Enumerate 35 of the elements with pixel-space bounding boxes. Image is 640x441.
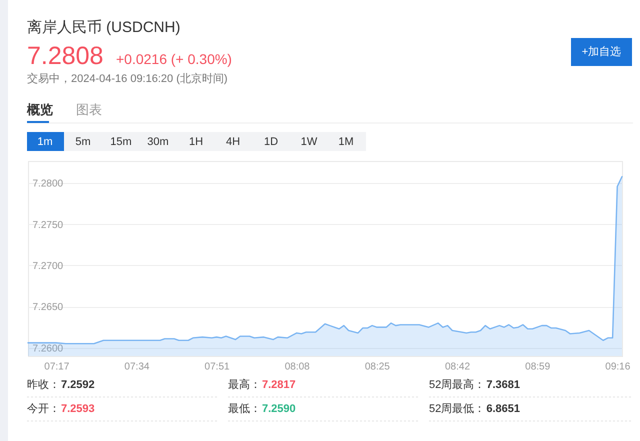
text: 昨收：7.2592	[27, 379, 95, 391]
text: 15m	[110, 136, 132, 148]
text: 最高：7.2817	[228, 378, 296, 391]
text: 图表	[76, 102, 102, 117]
x-tick-label: 07:34	[124, 362, 150, 372]
text: +0.0216 (+ 0.30%)	[116, 51, 232, 67]
x-tick-label: 07:17	[44, 362, 70, 372]
text: 今开：7.2593	[27, 403, 95, 415]
x-tick-label: 09:16	[605, 362, 631, 372]
text: 1W	[300, 136, 318, 148]
text: 1M	[338, 136, 354, 148]
chart-subtitle: 7.2808	[27, 42, 104, 70]
text: 5m	[75, 136, 91, 148]
text: 52周最高：7.3681	[429, 378, 520, 391]
y-tick-label: 7.2700	[32, 260, 64, 272]
chart-title: 离岸人民币 (USDCNH)	[27, 19, 180, 36]
y-tick-label: 7.2800	[32, 178, 64, 190]
text: 1D	[264, 136, 278, 148]
text: 4H	[226, 136, 240, 148]
text: 概览	[26, 102, 53, 117]
text: 52周最低：6.8651	[429, 403, 520, 415]
text: 1m	[37, 136, 53, 148]
text: 交易中，2024-04-16 09:16:20 (北京时间)	[27, 72, 228, 85]
x-tick-label: 08:25	[364, 362, 390, 372]
x-tick-label: 08:42	[444, 362, 470, 372]
text: 1H	[188, 136, 204, 148]
x-tick-label: 08:08	[284, 362, 310, 372]
y-tick-label: 7.2750	[32, 220, 64, 231]
text: 30m	[147, 136, 169, 148]
y-tick-label: 7.2650	[32, 302, 64, 314]
x-tick-label: 08:59	[525, 362, 551, 372]
y-tick-label: 7.2600	[32, 343, 64, 354]
text: +加自选	[582, 45, 622, 58]
x-tick-label: 07:51	[204, 362, 230, 372]
text: 最低：7.2590	[228, 403, 296, 415]
